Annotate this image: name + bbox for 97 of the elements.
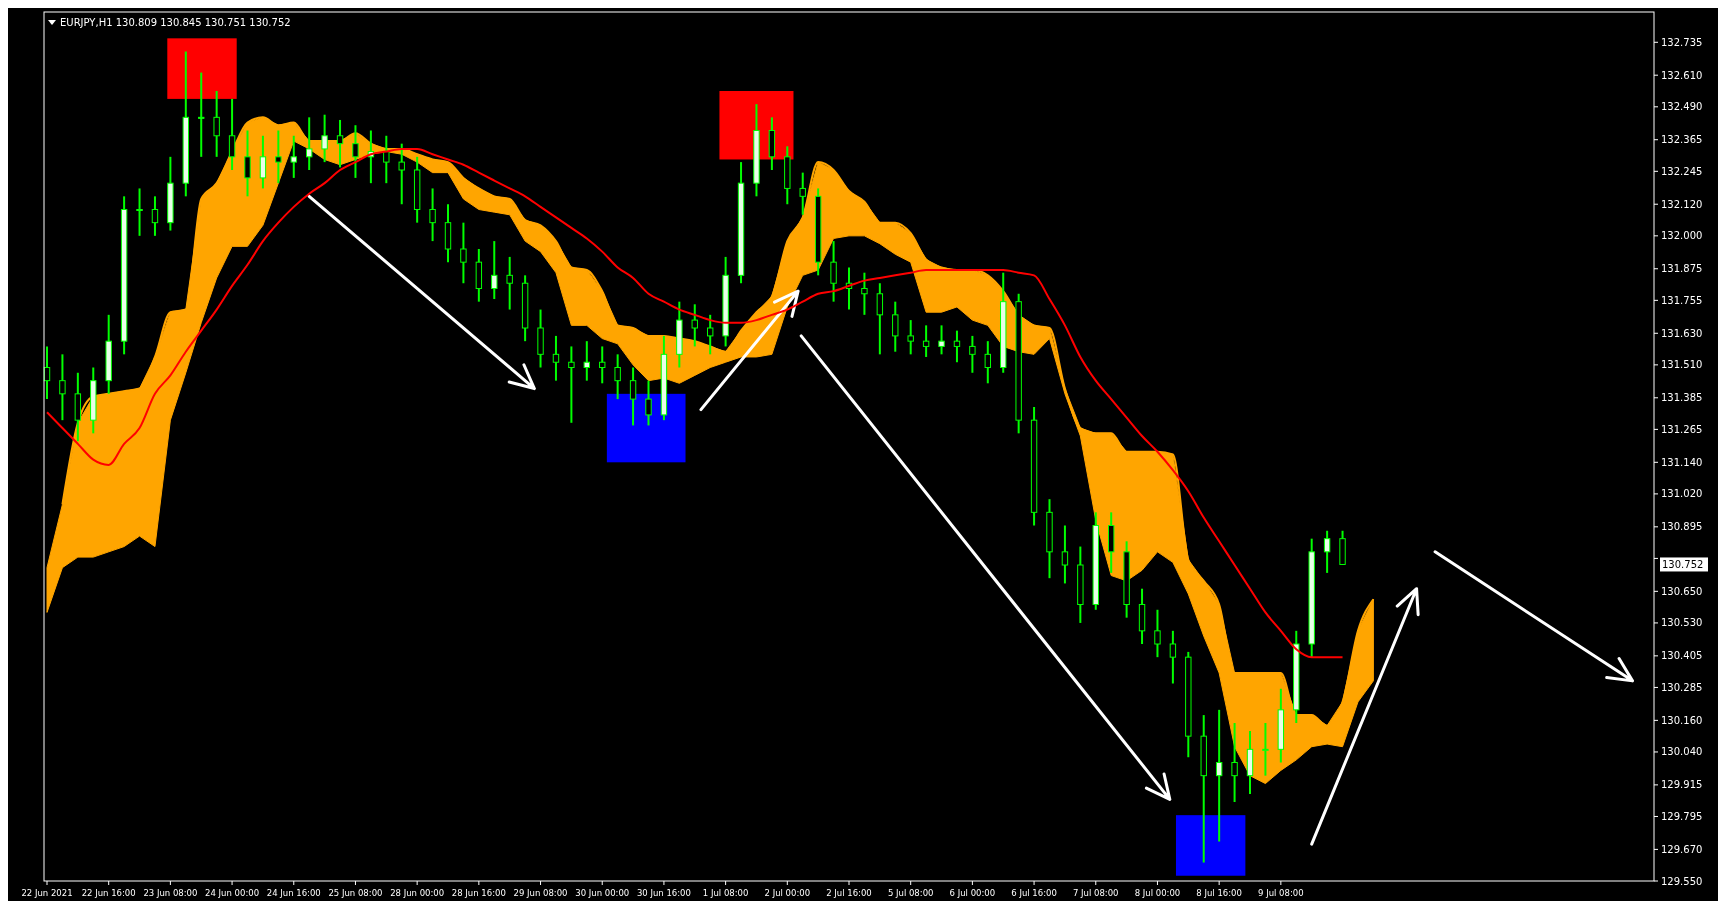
y-tick-label: 132.610 bbox=[1661, 69, 1703, 81]
candlestick bbox=[1061, 524, 1069, 585]
x-tick-label: 28 Jun 16:00 bbox=[451, 888, 506, 898]
line-series bbox=[46, 147, 1344, 659]
candlestick bbox=[614, 353, 621, 401]
candlestick bbox=[876, 282, 884, 356]
candlestick bbox=[136, 187, 143, 237]
candlestick bbox=[321, 113, 328, 164]
x-tick-label: 7 Jul 08:00 bbox=[1072, 888, 1119, 898]
x-tick-label: 24 Jun 16:00 bbox=[266, 888, 321, 898]
candlestick bbox=[1169, 629, 1177, 685]
y-tick-label: 131.265 bbox=[1661, 423, 1703, 435]
candlestick bbox=[922, 324, 930, 358]
candlestick bbox=[198, 71, 205, 158]
candlestick bbox=[506, 255, 513, 311]
y-tick-label: 132.490 bbox=[1661, 101, 1703, 113]
x-tick-label: 24 Jun 00:00 bbox=[205, 888, 260, 898]
candlestick bbox=[460, 221, 467, 285]
y-tick-label: 131.510 bbox=[1661, 359, 1703, 371]
candlestick bbox=[583, 340, 591, 382]
y-tick-label: 129.550 bbox=[1661, 875, 1703, 887]
y-tick-label: 131.140 bbox=[1661, 456, 1703, 468]
x-tick-label: 6 Jul 00:00 bbox=[949, 888, 996, 898]
candlestick bbox=[305, 116, 313, 171]
candlestick bbox=[861, 271, 868, 316]
x-tick-label: 2 Jul 16:00 bbox=[826, 888, 872, 898]
x-tick-label: 30 Jun 00:00 bbox=[575, 888, 630, 898]
y-tick-label: 131.020 bbox=[1661, 488, 1703, 500]
candlestick bbox=[938, 324, 945, 356]
x-tick-label: 23 Jun 08:00 bbox=[143, 888, 198, 898]
candlestick bbox=[984, 340, 992, 385]
y-tick-label: 131.875 bbox=[1661, 263, 1703, 275]
candlestick bbox=[352, 124, 359, 179]
candlestick bbox=[1154, 608, 1161, 659]
candlestick bbox=[830, 240, 837, 303]
y-tick-label: 130.405 bbox=[1661, 650, 1703, 662]
candlestick bbox=[290, 134, 297, 179]
candlestick bbox=[629, 366, 637, 427]
candlestick bbox=[429, 187, 436, 243]
y-tick-label: 132.735 bbox=[1661, 36, 1703, 48]
candlestick bbox=[953, 329, 961, 364]
candlestick bbox=[969, 334, 976, 374]
x-tick-label: 1 Jul 08:00 bbox=[702, 888, 749, 898]
candlestick bbox=[491, 240, 498, 301]
text: 130.752 bbox=[1662, 558, 1704, 570]
candlestick bbox=[907, 319, 914, 356]
candlestick bbox=[259, 134, 267, 190]
candlestick bbox=[892, 300, 899, 353]
y-tick-label: 130.160 bbox=[1661, 714, 1703, 726]
y-tick-label: 129.915 bbox=[1661, 779, 1703, 791]
candlestick bbox=[645, 379, 652, 427]
y-tick-label: 129.795 bbox=[1661, 810, 1703, 822]
candlestick bbox=[59, 353, 66, 422]
candlestick bbox=[599, 345, 606, 385]
candlestick bbox=[1231, 722, 1238, 803]
candlestick bbox=[151, 195, 159, 237]
x-tick-label: 22 Jun 16:00 bbox=[81, 888, 136, 898]
candlestick bbox=[398, 142, 405, 206]
y-tick-label: 130.530 bbox=[1661, 617, 1703, 629]
x-tick-label: 29 Jun 08:00 bbox=[513, 888, 568, 898]
x-tick-label: 22 Jun 2021 bbox=[21, 888, 73, 898]
y-tick-label: 132.120 bbox=[1661, 198, 1703, 210]
y-tick-label: 130.040 bbox=[1661, 746, 1703, 758]
y-tick-label: 132.000 bbox=[1661, 230, 1703, 242]
y-tick-label: 130.650 bbox=[1661, 585, 1703, 597]
candlestick bbox=[552, 334, 560, 382]
candlestick bbox=[691, 303, 698, 348]
y-tick-label: 131.755 bbox=[1661, 294, 1703, 306]
y-tick-label: 132.365 bbox=[1661, 134, 1703, 146]
x-tick-label: 25 Jun 08:00 bbox=[328, 888, 383, 898]
y-tick-label: 132.245 bbox=[1661, 165, 1703, 177]
x-tick-label: 30 Jun 16:00 bbox=[636, 888, 691, 898]
y-tick-label: 131.385 bbox=[1661, 392, 1703, 404]
x-tick-label: 8 Jul 16:00 bbox=[1196, 888, 1242, 898]
candlestick bbox=[383, 134, 390, 185]
y-tick-label: 131.630 bbox=[1661, 327, 1703, 339]
y-tick-label: 129.670 bbox=[1661, 843, 1703, 855]
x-tick-label: 8 Jul 00:00 bbox=[1134, 888, 1181, 898]
candlestick bbox=[706, 313, 714, 356]
x-tick-label: 28 Jun 00:00 bbox=[390, 888, 445, 898]
candlestick bbox=[244, 129, 251, 198]
y-tick-label: 130.285 bbox=[1661, 681, 1703, 693]
x-tick-label: 9 Jul 08:00 bbox=[1258, 888, 1304, 898]
x-tick-label: 5 Jul 08:00 bbox=[887, 888, 934, 898]
candlestick bbox=[228, 97, 236, 171]
text: EURJPY,H1 130.809 130.845 130.751 130.752 bbox=[60, 17, 291, 28]
candlestick bbox=[1262, 722, 1269, 777]
candlestick bbox=[213, 90, 220, 158]
candlestick bbox=[275, 129, 282, 185]
x-tick-label: 2 Jul 00:00 bbox=[764, 888, 811, 898]
candlestick bbox=[336, 118, 344, 169]
x-tick-label: 6 Jul 16:00 bbox=[1011, 888, 1057, 898]
y-tick-label: 130.895 bbox=[1661, 521, 1703, 533]
candlestick bbox=[568, 345, 575, 424]
candlestick bbox=[1215, 708, 1223, 843]
candlestick bbox=[1323, 529, 1331, 574]
candlestick bbox=[799, 171, 806, 216]
